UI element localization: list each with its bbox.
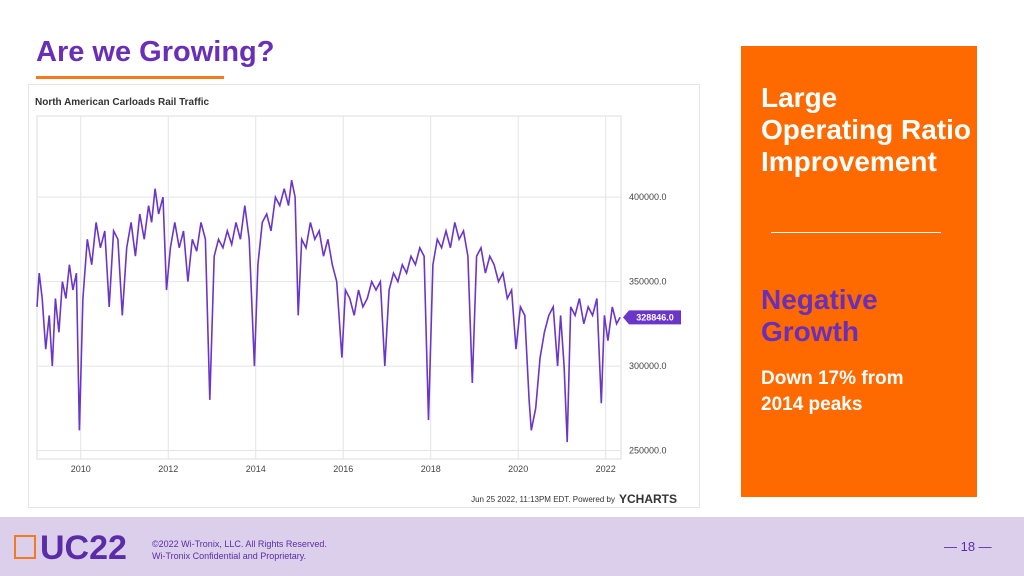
value-label-box — [623, 310, 681, 325]
plot-area — [36, 115, 622, 460]
x-tick-label: 2010 — [71, 464, 91, 474]
logo-icon — [14, 535, 36, 559]
x-tick-label: 2014 — [246, 464, 266, 474]
panel-divider — [771, 232, 941, 233]
chart-brand: YCHARTS — [619, 492, 677, 506]
y-tick-label: 300000.0 — [629, 361, 667, 371]
value-label: 328846.0 — [636, 312, 674, 322]
highlight-panel: Large Operating Ratio Improvement Negati… — [741, 46, 977, 497]
chart-title: North American Carloads Rail Traffic — [35, 97, 210, 108]
footer-confidential: Wi-Tronix Confidential and Proprietary. — [152, 551, 307, 561]
x-tick-label: 2022 — [596, 464, 616, 474]
footer-copyright: ©2022 Wi-Tronix, LLC. All Rights Reserve… — [152, 539, 327, 549]
page-number: — 18 — — [944, 539, 992, 554]
y-tick-label: 400000.0 — [629, 192, 667, 202]
y-tick-label: 350000.0 — [629, 277, 667, 287]
x-tick-label: 2016 — [333, 464, 353, 474]
slide-title: Are we Growing? — [36, 36, 275, 68]
y-tick-label: 250000.0 — [629, 446, 667, 456]
x-tick-label: 2012 — [158, 464, 178, 474]
x-tick-label: 2020 — [508, 464, 528, 474]
footer: UC22 ©2022 Wi-Tronix, LLC. All Rights Re… — [0, 517, 1024, 576]
title-underline — [36, 76, 224, 79]
panel-note: Down 17% from 2014 peaks — [761, 368, 904, 415]
chart: North American Carloads Rail Traffic Jun… — [28, 84, 700, 508]
footer-logo: UC22 — [40, 529, 127, 567]
panel-subheading: Negative Growth — [761, 284, 878, 347]
chart-source: Jun 25 2022, 11:13PM EDT. Powered by — [471, 495, 615, 504]
x-tick-label: 2018 — [421, 464, 441, 474]
data-line — [36, 180, 621, 443]
panel-heading: Large Operating Ratio Improvement — [761, 82, 972, 177]
